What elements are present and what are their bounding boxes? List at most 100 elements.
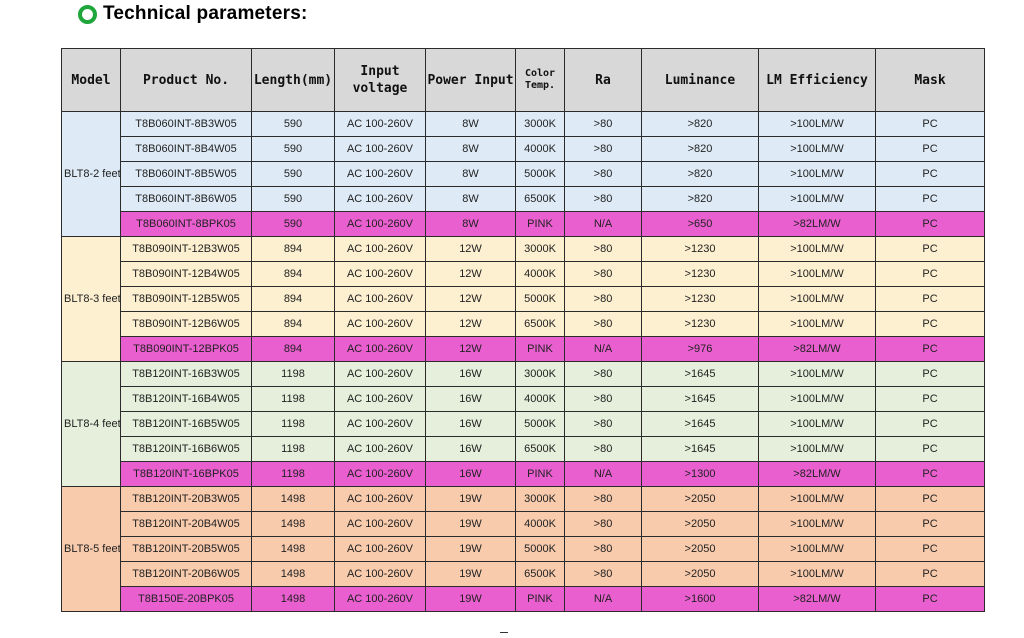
model-cell: BLT8-4 feet: [61, 361, 121, 487]
section-title: Technical parameters:: [103, 3, 308, 24]
luminance-cell: >1230: [641, 261, 759, 287]
length-cell: 894: [251, 286, 335, 312]
ra-cell: >80: [564, 161, 642, 187]
input-voltage-cell: AC 100-260V: [334, 161, 426, 187]
ra-cell: N/A: [564, 461, 642, 487]
mask-cell: PC: [875, 536, 985, 562]
ra-cell: >80: [564, 561, 642, 587]
color-temp-cell: 5000K: [515, 161, 565, 187]
lm-efficiency-cell: >100LM/W: [758, 561, 876, 587]
product-no-cell: T8B120INT-16B4W05: [120, 386, 252, 412]
product-no-cell: T8B090INT-12B6W05: [120, 311, 252, 337]
table-row: T8B090INT-12BPK05 894 AC 100-260V 12W PINK N/…: [62, 336, 985, 362]
mask-cell: PC: [875, 561, 985, 587]
ra-cell: >80: [564, 536, 642, 562]
mask-cell: PC: [875, 186, 985, 212]
table-row: T8B120INT-16BPK05 1198 AC 100-260V 16W PINK N…: [62, 461, 985, 487]
power-input-cell: 16W: [425, 361, 516, 387]
color-temp-cell: PINK: [515, 211, 565, 237]
color-temp-cell: 4000K: [515, 136, 565, 162]
table-row: T8B120INT-16B4W05 1198 AC 100-260V 16W 4000K…: [62, 386, 985, 412]
ra-cell: >80: [564, 286, 642, 312]
length-cell: 1498: [251, 536, 335, 562]
header-mask: Mask: [875, 48, 985, 112]
length-cell: 590: [251, 111, 335, 137]
technical-parameters-table: Model Product No. Length(mm) Input volta…: [61, 48, 985, 612]
color-temp-cell: 6500K: [515, 436, 565, 462]
luminance-cell: >1300: [641, 461, 759, 487]
luminance-cell: >820: [641, 186, 759, 212]
length-cell: 1198: [251, 411, 335, 437]
color-temp-cell: 5000K: [515, 411, 565, 437]
luminance-cell: >650: [641, 211, 759, 237]
ra-cell: N/A: [564, 586, 642, 612]
input-voltage-cell: AC 100-260V: [334, 536, 426, 562]
product-no-cell: T8B120INT-20B5W05: [120, 536, 252, 562]
ra-cell: >80: [564, 411, 642, 437]
power-input-cell: 19W: [425, 536, 516, 562]
mask-cell: PC: [875, 586, 985, 612]
length-cell: 1198: [251, 386, 335, 412]
power-input-cell: 8W: [425, 161, 516, 187]
ra-cell: >80: [564, 486, 642, 512]
header-input-voltage: Input voltage: [334, 48, 426, 112]
input-voltage-cell: AC 100-260V: [334, 336, 426, 362]
luminance-cell: >1230: [641, 286, 759, 312]
ra-cell: >80: [564, 436, 642, 462]
power-input-cell: 8W: [425, 211, 516, 237]
mask-cell: PC: [875, 436, 985, 462]
input-voltage-cell: AC 100-260V: [334, 286, 426, 312]
header-color-temp: Color Temp.: [515, 48, 565, 112]
power-input-cell: 8W: [425, 186, 516, 212]
table-row: BLT8-5 feet T8B120INT-20B3W05 1498 AC 100-2…: [61, 486, 985, 612]
lm-efficiency-cell: >100LM/W: [758, 411, 876, 437]
product-no-cell: T8B090INT-12BPK05: [120, 336, 252, 362]
lm-efficiency-cell: >82LM/W: [758, 211, 876, 237]
table-row: BLT8-2 feet T8B060INT-8B3W05 590 AC 100-260…: [61, 111, 985, 237]
input-voltage-cell: AC 100-260V: [334, 136, 426, 162]
product-no-cell: T8B090INT-12B3W05: [120, 236, 252, 262]
color-temp-cell: 4000K: [515, 261, 565, 287]
input-voltage-cell: AC 100-260V: [334, 586, 426, 612]
lm-efficiency-cell: >100LM/W: [758, 486, 876, 512]
luminance-cell: >1230: [641, 311, 759, 337]
length-cell: 1498: [251, 586, 335, 612]
luminance-cell: >820: [641, 111, 759, 137]
luminance-cell: >1645: [641, 361, 759, 387]
length-cell: 894: [251, 311, 335, 337]
input-voltage-cell: AC 100-260V: [334, 386, 426, 412]
color-temp-cell: 6500K: [515, 561, 565, 587]
luminance-cell: >820: [641, 161, 759, 187]
luminance-cell: >1645: [641, 386, 759, 412]
product-no-cell: T8B120INT-20B6W05: [120, 561, 252, 587]
lm-efficiency-cell: >100LM/W: [758, 261, 876, 287]
length-cell: 1498: [251, 561, 335, 587]
mask-cell: PC: [875, 136, 985, 162]
color-temp-cell: 5000K: [515, 536, 565, 562]
luminance-cell: >1600: [641, 586, 759, 612]
mask-cell: PC: [875, 311, 985, 337]
header-power-input: Power Input: [425, 48, 516, 112]
mask-cell: PC: [875, 236, 985, 262]
lm-efficiency-cell: >100LM/W: [758, 186, 876, 212]
input-voltage-cell: AC 100-260V: [334, 436, 426, 462]
table-row: T8B060INT-8B4W05 590 AC 100-260V 8W 4000K >80…: [62, 136, 985, 162]
table-body: BLT8-2 feet T8B060INT-8B3W05 590 AC 100-260…: [61, 111, 985, 612]
table-row: T8B060INT-8BPK05 590 AC 100-260V 8W PINK N/A >…: [62, 211, 985, 237]
length-cell: 590: [251, 211, 335, 237]
mask-cell: PC: [875, 286, 985, 312]
mask-cell: PC: [875, 486, 985, 512]
power-input-cell: 16W: [425, 461, 516, 487]
power-input-cell: 16W: [425, 411, 516, 437]
table-row: T8B060INT-8B5W05 590 AC 100-260V 8W 5000K >80…: [62, 161, 985, 187]
color-temp-cell: 6500K: [515, 186, 565, 212]
power-input-cell: 8W: [425, 136, 516, 162]
color-temp-cell: 3000K: [515, 236, 565, 262]
circle-bullet-icon: [78, 4, 97, 24]
mask-cell: PC: [875, 386, 985, 412]
ra-cell: >80: [564, 511, 642, 537]
product-no-cell: T8B120INT-16BPK05: [120, 461, 252, 487]
header-product-no: Product No.: [120, 48, 252, 112]
ra-cell: >80: [564, 236, 642, 262]
color-temp-cell: 6500K: [515, 311, 565, 337]
